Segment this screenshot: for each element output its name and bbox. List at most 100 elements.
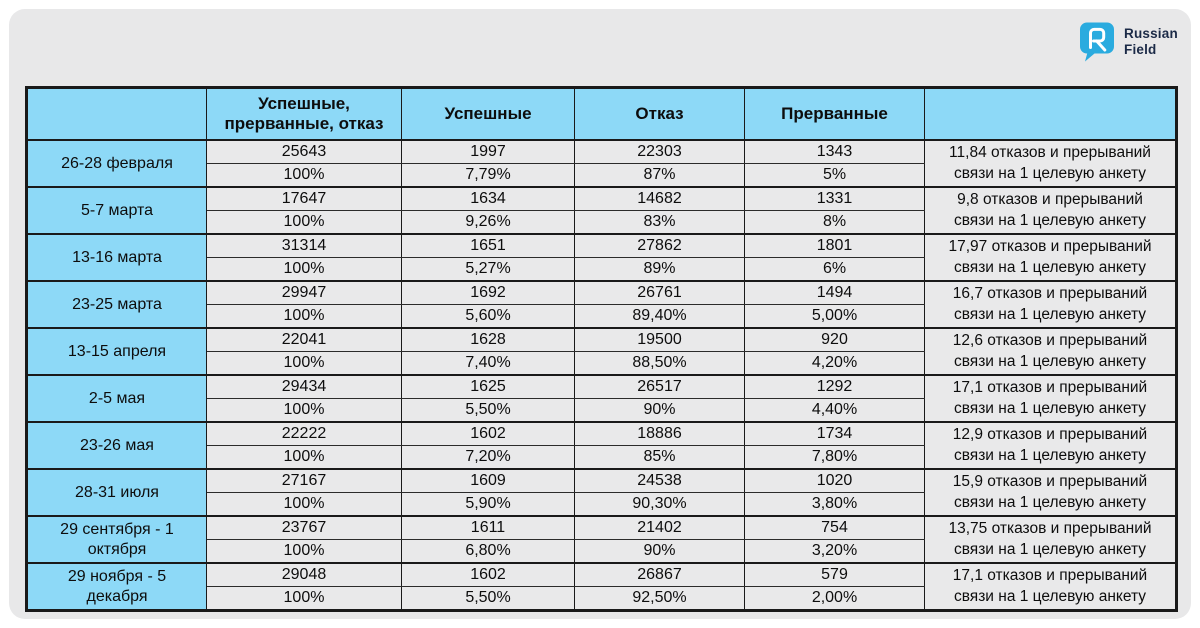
table-body: 26-28 февраля 25643 1997 22303 1343 11,84 отк…	[26, 139, 1177, 611]
period-cell: 5-7 марта	[26, 186, 207, 235]
count-cell: 22222	[206, 421, 402, 446]
count-cell: 21402	[574, 515, 745, 540]
count-cell: 27862	[574, 233, 745, 258]
percent-cell: 100%	[206, 539, 402, 564]
note-cell: 16,7 отказов и прерываний связи на 1 цел…	[924, 280, 1177, 329]
counts-row: 29 сентября - 1 октября 23767 1611 21402 754…	[26, 515, 1177, 564]
counts-row: 13-15 апреля 22041 1628 19500 920 12,6 отказо…	[26, 327, 1177, 376]
percent-cell: 7,40%	[401, 351, 575, 376]
percent-cell: 5,50%	[401, 398, 575, 423]
count-cell: 18886	[574, 421, 745, 446]
count-cell: 1602	[401, 562, 575, 587]
header-note	[924, 87, 1177, 141]
period-cell: 23-26 мая	[26, 421, 207, 470]
note-cell: 17,1 отказов и прерываний связи на 1 цел…	[924, 562, 1177, 611]
percent-cell: 100%	[206, 398, 402, 423]
speech-bubble-r-icon	[1080, 22, 1114, 62]
count-cell: 754	[744, 515, 925, 540]
percent-cell: 5,27%	[401, 257, 575, 282]
percent-cell: 100%	[206, 304, 402, 329]
period-cell: 13-15 апреля	[26, 327, 207, 376]
percent-cell: 89,40%	[574, 304, 745, 329]
percent-cell: 85%	[574, 445, 745, 470]
count-cell: 1494	[744, 280, 925, 305]
header-refusal: Отказ	[574, 87, 745, 141]
call-stats-table: Успешные, прерванные, отказ Успешные Отк…	[25, 86, 1178, 612]
note-cell: 17,97 отказов и прерываний связи на 1 це…	[924, 233, 1177, 282]
percent-cell: 89%	[574, 257, 745, 282]
percent-cell: 92,50%	[574, 586, 745, 611]
percent-cell: 3,80%	[744, 492, 925, 517]
percent-cell: 90%	[574, 539, 745, 564]
percent-cell: 100%	[206, 492, 402, 517]
counts-row: 2-5 мая 29434 1625 26517 1292 17,1 отказов и …	[26, 374, 1177, 423]
percent-cell: 83%	[574, 210, 745, 235]
header-row: Успешные, прерванные, отказ Успешные Отк…	[26, 87, 1177, 141]
count-cell: 27167	[206, 468, 402, 493]
period-cell: 29 сентября - 1 октября	[26, 515, 207, 564]
brand-logo: Russian Field	[1078, 21, 1178, 63]
count-cell: 26517	[574, 374, 745, 399]
note-cell: 13,75 отказов и прерываний связи на 1 це…	[924, 515, 1177, 564]
table-header: Успешные, прерванные, отказ Успешные Отк…	[26, 87, 1177, 141]
note-cell: 12,6 отказов и прерываний связи на 1 цел…	[924, 327, 1177, 376]
percents-row: 100% 5,90% 90,30% 3,80%	[27, 492, 1177, 517]
percents-row: 100% 5,60% 89,40% 5,00%	[27, 304, 1177, 329]
count-cell: 1331	[744, 186, 925, 211]
count-cell: 1692	[401, 280, 575, 305]
count-cell: 31314	[206, 233, 402, 258]
percents-row: 100% 9,26% 83% 8%	[27, 210, 1177, 235]
percents-row: 100% 5,50% 92,50% 2,00%	[27, 586, 1177, 611]
percent-cell: 100%	[206, 163, 402, 188]
count-cell: 579	[744, 562, 925, 587]
note-cell: 11,84 отказов и прерываний связи на 1 це…	[924, 139, 1177, 188]
percent-cell: 3,20%	[744, 539, 925, 564]
counts-row: 23-25 марта 29947 1692 26761 1494 16,7 отказо…	[26, 280, 1177, 329]
count-cell: 14682	[574, 186, 745, 211]
count-cell: 22041	[206, 327, 402, 352]
period-cell: 29 ноября - 5 декабря	[26, 562, 207, 611]
percent-cell: 6,80%	[401, 539, 575, 564]
count-cell: 1609	[401, 468, 575, 493]
count-cell: 26761	[574, 280, 745, 305]
counts-row: 5-7 марта 17647 1634 14682 1331 9,8 отказов и…	[26, 186, 1177, 235]
count-cell: 29048	[206, 562, 402, 587]
header-period	[26, 87, 207, 141]
count-cell: 29947	[206, 280, 402, 305]
brand-name-line2: Field	[1124, 42, 1157, 57]
percent-cell: 90,30%	[574, 492, 745, 517]
count-cell: 22303	[574, 139, 745, 164]
percent-cell: 6%	[744, 257, 925, 282]
percent-cell: 90%	[574, 398, 745, 423]
counts-row: 28-31 июля 27167 1609 24538 1020 15,9 отказов…	[26, 468, 1177, 517]
header-successful: Успешные	[401, 87, 575, 141]
count-cell: 25643	[206, 139, 402, 164]
percent-cell: 4,40%	[744, 398, 925, 423]
percent-cell: 7,20%	[401, 445, 575, 470]
percents-row: 100% 5,50% 90% 4,40%	[27, 398, 1177, 423]
percents-row: 100% 6,80% 90% 3,20%	[27, 539, 1177, 564]
period-cell: 28-31 июля	[26, 468, 207, 517]
percents-row: 100% 7,79% 87% 5%	[27, 163, 1177, 188]
percent-cell: 87%	[574, 163, 745, 188]
counts-row: 29 ноября - 5 декабря 29048 1602 26867 579 17…	[26, 562, 1177, 611]
count-cell: 1602	[401, 421, 575, 446]
header-interrupted: Прерванные	[744, 87, 925, 141]
count-cell: 29434	[206, 374, 402, 399]
count-cell: 920	[744, 327, 925, 352]
count-cell: 1734	[744, 421, 925, 446]
counts-row: 26-28 февраля 25643 1997 22303 1343 11,84 отк…	[26, 139, 1177, 188]
count-cell: 1020	[744, 468, 925, 493]
percent-cell: 7,79%	[401, 163, 575, 188]
count-cell: 23767	[206, 515, 402, 540]
note-cell: 15,9 отказов и прерываний связи на 1 цел…	[924, 468, 1177, 517]
count-cell: 1625	[401, 374, 575, 399]
percent-cell: 7,80%	[744, 445, 925, 470]
count-cell: 1997	[401, 139, 575, 164]
percent-cell: 100%	[206, 445, 402, 470]
percent-cell: 100%	[206, 351, 402, 376]
note-cell: 12,9 отказов и прерываний связи на 1 цел…	[924, 421, 1177, 470]
count-cell: 1343	[744, 139, 925, 164]
count-cell: 1628	[401, 327, 575, 352]
